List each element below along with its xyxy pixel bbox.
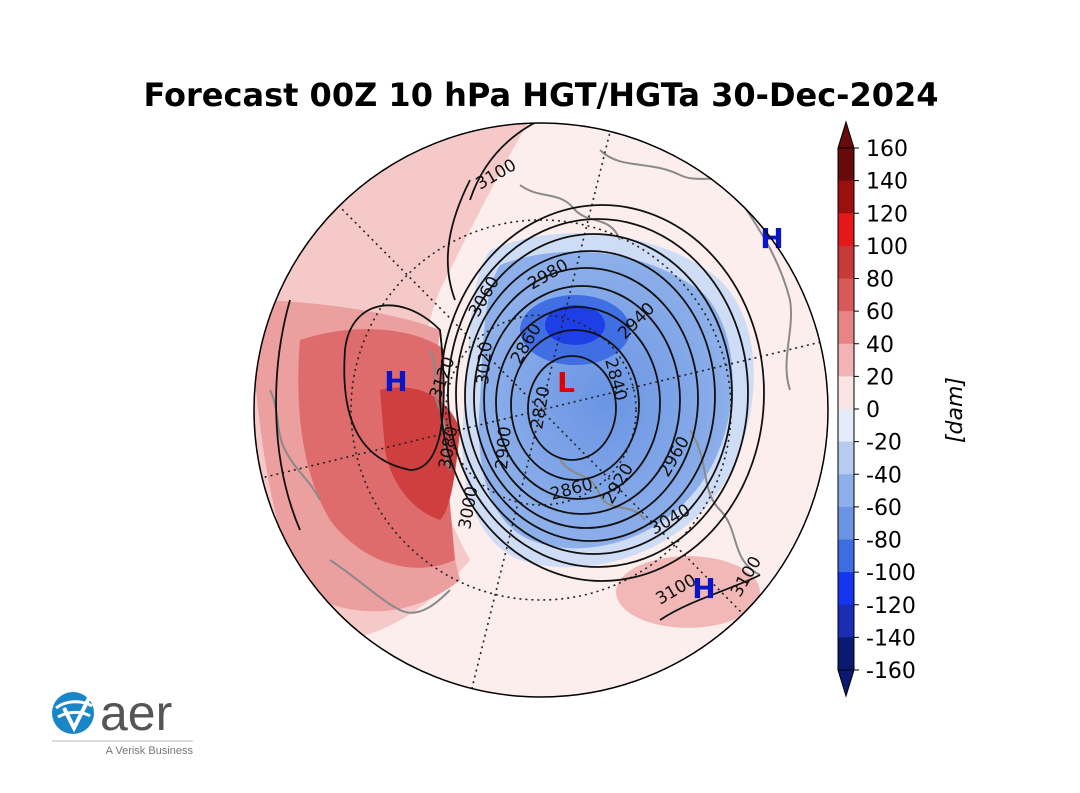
colorbar-segment <box>838 637 854 671</box>
colorbar-tick-label: 60 <box>866 300 894 325</box>
meridian <box>337 204 745 616</box>
contour <box>439 204 765 582</box>
coastline <box>329 559 451 614</box>
colorbar-segment <box>838 604 854 638</box>
meridian <box>470 127 612 693</box>
colorbar-tick-label: -20 <box>866 431 902 456</box>
contour-3100-west <box>275 299 301 531</box>
colorbar-tick-label: 160 <box>866 137 908 162</box>
contour <box>510 329 640 481</box>
latitude-circle <box>445 314 637 506</box>
colorbar-tick-label: -60 <box>866 496 902 521</box>
anomaly-positive-strong <box>298 329 455 568</box>
logo-tagline: A Verisk Business <box>106 745 194 757</box>
chart-title: Forecast 00Z 10 hPa HGT/HGTa 30-Dec-2024 <box>143 76 938 114</box>
contour-label: 2900 <box>492 426 516 471</box>
colorbar-segment <box>838 441 854 475</box>
high-marker: H <box>692 572 715 605</box>
contour <box>495 306 661 500</box>
contour <box>483 285 681 515</box>
coastline <box>689 429 761 576</box>
colorbar-tick-label: 0 <box>866 398 880 423</box>
colorbar-tick-label: -40 <box>866 463 902 488</box>
logo-check-icon <box>62 695 92 733</box>
colorbar-tick-label: -160 <box>866 659 916 684</box>
high-marker: H <box>384 365 407 398</box>
aer-logo: aer A Verisk Business <box>52 685 193 757</box>
colorbar: 160 140 120 100 80 60 40 20 0 -20 -40 -60 -80 -100 -12… <box>837 120 916 698</box>
anomaly-shading <box>254 123 760 642</box>
colorbar-tick-label: 120 <box>866 202 908 227</box>
meridian <box>254 339 828 481</box>
contour <box>455 233 733 555</box>
anomaly-positive-core <box>380 387 460 520</box>
coastline <box>519 184 621 241</box>
colorbar-segment <box>838 376 854 410</box>
contour <box>527 355 617 461</box>
colorbar-segment <box>838 539 854 573</box>
colorbar-segment <box>838 506 854 540</box>
contour <box>447 218 749 568</box>
colorbar-segment <box>838 311 854 345</box>
colorbar-segment <box>838 245 854 279</box>
colorbar-tick-label: -140 <box>866 626 916 651</box>
contour-ridge-west <box>343 304 445 471</box>
anomaly-positive-southeast <box>616 556 760 628</box>
colorbar-extend-max <box>837 120 855 149</box>
colorbar-tick-label: 20 <box>866 365 894 390</box>
colorbar-tick-label: 100 <box>866 235 908 260</box>
colorbar-tick-label: -120 <box>866 594 916 619</box>
contour-3100-southeast <box>659 574 761 621</box>
colorbar-tick-label: 140 <box>866 170 908 195</box>
colorbar-unit-label: [dam] <box>943 377 968 443</box>
colorbar-segment <box>838 409 854 443</box>
colorbar-segment <box>838 343 854 377</box>
contour-3100-north <box>469 123 541 201</box>
height-contours <box>275 123 765 621</box>
colorbar-segment <box>838 474 854 508</box>
colorbar-segment <box>838 213 854 247</box>
contour-3100-north <box>446 179 471 301</box>
colorbar-segment <box>838 180 854 214</box>
colorbar-tick-label: -80 <box>866 529 902 554</box>
coastline <box>739 199 792 391</box>
low-marker: L <box>557 366 575 399</box>
colorbar-segment <box>838 148 854 182</box>
colorbar-segment <box>838 572 854 606</box>
logo-swoosh-icon <box>55 700 93 710</box>
polar-map: 3100 3060 2980 2940 2860 2840 2820 3120 … <box>253 122 829 698</box>
anomaly-negative-core <box>545 305 605 345</box>
colorbar-tick-label: 40 <box>866 333 894 358</box>
logo-swoosh-icon <box>57 710 91 719</box>
colorbar-extend-min <box>837 669 855 698</box>
map-border <box>253 122 829 698</box>
colorbar-segment <box>838 278 854 312</box>
colorbar-tick-label: -100 <box>866 561 916 586</box>
contour <box>473 267 699 529</box>
logo-wordmark: aer <box>100 685 172 741</box>
contour <box>464 250 716 542</box>
colorbar-tick-label: 80 <box>866 268 894 293</box>
contour-label: 3020 <box>473 341 497 386</box>
